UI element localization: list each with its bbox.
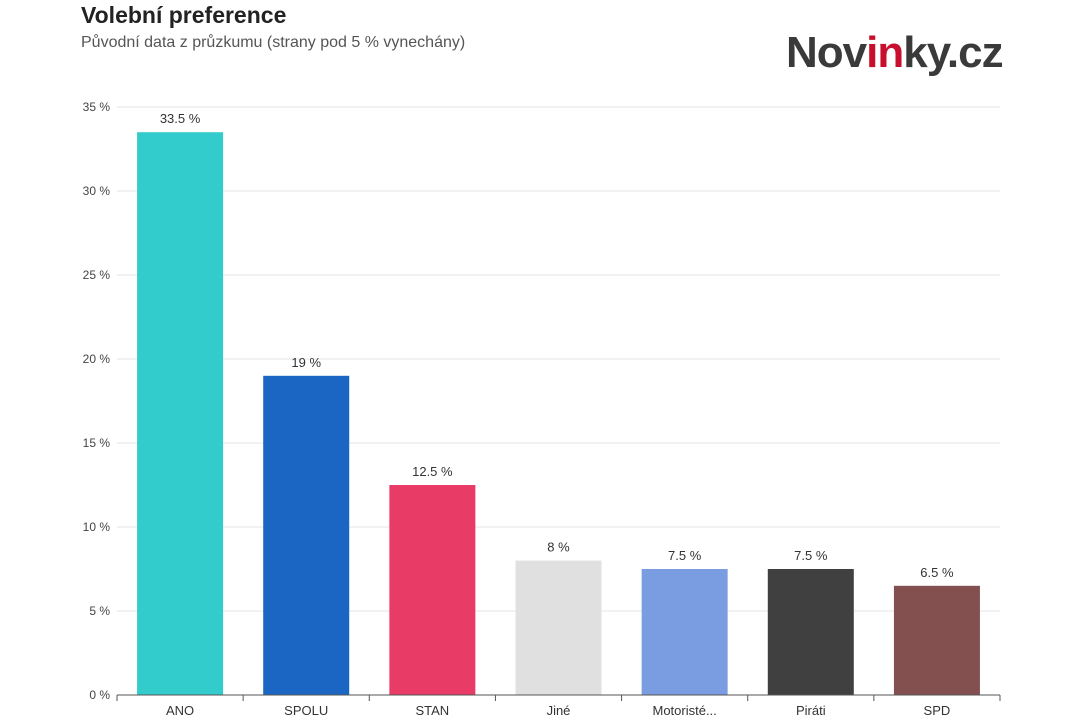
y-tick-label: 10 % [83, 520, 111, 534]
x-tick-label: SPD [924, 703, 951, 718]
data-label: 19 % [291, 355, 321, 370]
data-label: 7.5 % [668, 548, 702, 563]
x-tick-label: STAN [415, 703, 449, 718]
data-label: 12.5 % [412, 464, 453, 479]
x-tick-label: Jiné [547, 703, 571, 718]
logo-text-accent: in [866, 28, 904, 77]
y-tick-label: 20 % [83, 352, 111, 366]
y-tick-label: 25 % [83, 268, 111, 282]
logo-text-end: ky.cz [903, 28, 1003, 77]
data-label: 6.5 % [920, 565, 954, 580]
bar-spd [893, 585, 980, 695]
y-tick-label: 35 % [83, 100, 111, 114]
data-label: 8 % [547, 540, 570, 555]
y-tick-label: 30 % [83, 184, 111, 198]
y-tick-label: 0 % [89, 688, 110, 702]
data-label: 7.5 % [794, 548, 828, 563]
bar-ano [137, 132, 224, 695]
bar-spolu [263, 375, 350, 695]
bar-pir-ti [767, 569, 854, 695]
logo-text-start: Nov [786, 28, 867, 77]
x-tick-label: Motoristé... [652, 703, 716, 718]
x-tick-label: Piráti [796, 703, 826, 718]
bar-stan [389, 485, 476, 695]
data-label: 33.5 % [160, 111, 201, 126]
x-tick-label: ANO [166, 703, 194, 718]
chart-title: Volební preference [81, 2, 287, 28]
x-tick-label: SPOLU [284, 703, 328, 718]
bar-motorist [641, 569, 728, 695]
y-tick-label: 5 % [89, 604, 110, 618]
chart-subtitle: Původní data z průzkumu (strany pod 5 % … [81, 34, 466, 51]
novinky-logo: Novinky.cz [786, 28, 1004, 78]
bar-jin [515, 560, 602, 695]
y-tick-label: 15 % [83, 436, 111, 450]
